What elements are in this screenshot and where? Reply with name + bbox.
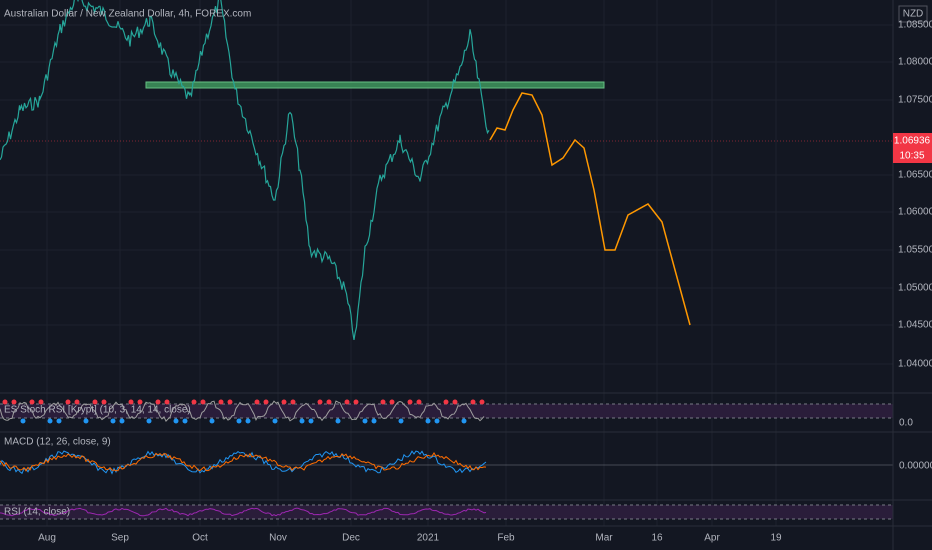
stoch-dot — [209, 418, 215, 424]
price-candles — [0, 0, 490, 340]
stoch-dot — [29, 399, 35, 405]
currency-box[interactable] — [898, 5, 928, 23]
stoch-dot — [92, 399, 98, 405]
stoch-dot — [227, 399, 233, 405]
stoch-dot — [335, 418, 341, 424]
stoch-dot — [308, 418, 314, 424]
stoch-dot — [425, 418, 431, 424]
stoch-dot — [101, 399, 107, 405]
stoch-dot — [281, 399, 287, 405]
stoch-dot — [137, 399, 143, 405]
rsi-band — [0, 505, 893, 519]
stoch-dot — [326, 399, 332, 405]
stoch-dot — [398, 418, 404, 424]
chart-title: Australian Dollar / New Zealand Dollar, … — [4, 9, 251, 20]
stoch-dot — [155, 399, 161, 405]
stoch-dot — [290, 399, 296, 405]
grid — [0, 0, 893, 526]
stoch-dot — [2, 399, 8, 405]
time-label: Sep — [111, 533, 129, 544]
stoch-dot — [146, 418, 152, 424]
indicator-label: ES Stoch RSI [Krypt] (10, 3, 14, 14, clo… — [4, 405, 191, 416]
time-label: 16 — [651, 533, 663, 544]
stoch-dot — [353, 399, 359, 405]
stoch-line — [0, 400, 485, 422]
stoch-dot — [47, 418, 53, 424]
indicator-label: RSI (14, close) — [4, 507, 70, 518]
indicator-label: MACD (12, 26, close, 9) — [4, 437, 111, 448]
stoch-dot — [191, 399, 197, 405]
time-label: Mar — [595, 533, 613, 544]
stoch-dot — [380, 399, 386, 405]
stoch-dot — [20, 418, 26, 424]
price-label: 1.07500 — [898, 95, 932, 106]
stoch-dot — [236, 418, 242, 424]
stoch-dot — [11, 399, 17, 405]
stoch-dot — [164, 399, 170, 405]
stoch-dot — [83, 418, 89, 424]
stoch-dot — [470, 399, 476, 405]
current-price: 1.06936 — [894, 136, 931, 147]
price-label: 1.05500 — [898, 245, 932, 256]
current-price-box — [893, 133, 932, 163]
signal-line — [0, 452, 487, 472]
time-label: Apr — [704, 533, 720, 544]
time-label: Dec — [342, 533, 360, 544]
stoch-dot — [128, 399, 134, 405]
projection-path — [489, 92, 691, 326]
stoch-dot — [452, 399, 458, 405]
stoch-dot — [263, 399, 269, 405]
stoch-dot — [56, 418, 62, 424]
price-label: 1.08000 — [898, 57, 932, 68]
stoch-dot — [119, 418, 125, 424]
stoch-dot — [254, 399, 260, 405]
time-label: 2021 — [417, 533, 440, 544]
price-label: 1.05000 — [898, 283, 932, 294]
stoch-dot — [110, 418, 116, 424]
stoch-dot — [38, 399, 44, 405]
stoch-dot — [74, 399, 80, 405]
countdown: 10:35 — [899, 151, 924, 162]
price-label: 1.04000 — [898, 359, 932, 370]
stoch-dot — [65, 399, 71, 405]
stoch-dot — [443, 399, 449, 405]
currency[interactable]: NZD — [903, 9, 924, 20]
indicator-axis-label: 0.0 — [899, 418, 913, 429]
stoch-dot — [299, 418, 305, 424]
rsi-line — [0, 507, 487, 517]
price-label: 1.06000 — [898, 207, 932, 218]
stoch-dot — [173, 418, 179, 424]
stoch-dot — [182, 418, 188, 424]
stoch-dot — [272, 418, 278, 424]
stoch-band — [0, 404, 893, 418]
stoch-dot — [344, 399, 350, 405]
stoch-dot — [407, 399, 413, 405]
time-label: Aug — [38, 533, 56, 544]
time-label: Oct — [192, 533, 208, 544]
stoch-dot — [245, 418, 251, 424]
stoch-dot — [200, 399, 206, 405]
price-label: 1.08500 — [898, 20, 932, 31]
stoch-dot — [317, 399, 323, 405]
time-label: Feb — [497, 533, 515, 544]
price-label: 1.04500 — [898, 320, 932, 331]
stoch-dot — [479, 399, 485, 405]
resistance-zone — [145, 81, 605, 89]
stoch-dot — [218, 399, 224, 405]
macd-line — [0, 450, 487, 475]
indicator-axis-label: 0.00000 — [899, 461, 932, 472]
stoch-dot — [434, 418, 440, 424]
price-label: 1.06500 — [898, 170, 932, 181]
time-label: Nov — [269, 533, 287, 544]
stoch-dot — [416, 399, 422, 405]
time-label: 19 — [770, 533, 782, 544]
stoch-dot — [461, 418, 467, 424]
stoch-dot — [362, 418, 368, 424]
stoch-dot — [389, 399, 395, 405]
stoch-dot — [371, 418, 377, 424]
